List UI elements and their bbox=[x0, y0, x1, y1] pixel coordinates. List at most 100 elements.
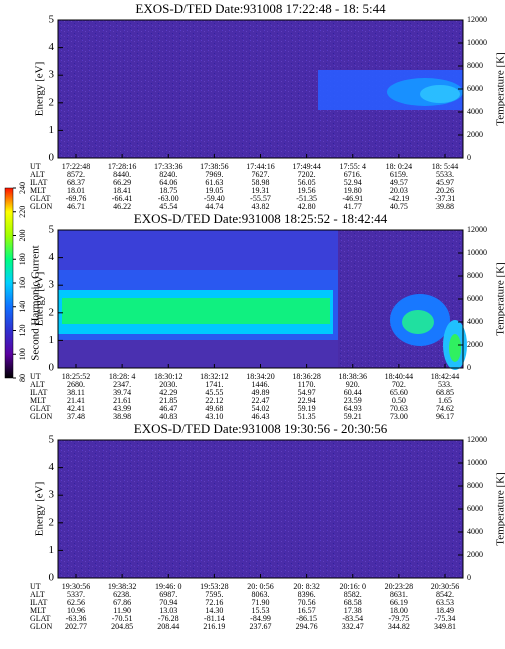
colorbar-tick-label: 180 bbox=[18, 253, 27, 265]
orbit-value: 59.21 bbox=[344, 412, 362, 421]
orbit-value: 17.38 bbox=[344, 606, 362, 615]
orbit-value: 17:49:44 bbox=[292, 162, 320, 171]
orbit-value: 20: 8:32 bbox=[293, 582, 319, 591]
orbit-value: 7595. bbox=[205, 590, 223, 599]
orbit-value: 8631. bbox=[390, 590, 408, 599]
orbit-value: 49.57 bbox=[390, 178, 408, 187]
orbit-value: 54.97 bbox=[298, 388, 316, 397]
y2-tick-label: 2000 bbox=[467, 130, 483, 139]
y2-tick-label: 10000 bbox=[467, 248, 487, 257]
y-tick-label: 3 bbox=[49, 489, 55, 501]
orbit-value: -84.99 bbox=[250, 614, 271, 623]
orbit-value: 73.00 bbox=[390, 412, 408, 421]
orbit-value: 18:25:52 bbox=[62, 372, 90, 381]
y-tick-label: 4 bbox=[49, 41, 55, 53]
orbit-value: 8542. bbox=[436, 590, 454, 599]
orbit-value: -76.28 bbox=[158, 614, 179, 623]
orbit-row-label: GLON bbox=[30, 412, 52, 421]
orbit-value: 702. bbox=[392, 380, 406, 389]
y-tick-label: 3 bbox=[49, 69, 55, 81]
colorbar-tick-label: 240 bbox=[18, 182, 27, 194]
y2-tick-label: 8000 bbox=[467, 61, 483, 70]
orbit-row-label: ILAT bbox=[30, 598, 47, 607]
orbit-value: 2030. bbox=[159, 380, 177, 389]
spectrogram-background bbox=[58, 440, 463, 578]
y2-tick-label: 8000 bbox=[467, 481, 483, 490]
colorbar-tick-label: 100 bbox=[18, 348, 27, 360]
orbit-value: 8572. bbox=[67, 170, 85, 179]
orbit-value: 18:38:36 bbox=[339, 372, 367, 381]
orbit-value: 1741. bbox=[205, 380, 223, 389]
orbit-value: 64.06 bbox=[159, 178, 177, 187]
y2-tick-label: 2000 bbox=[467, 550, 483, 559]
orbit-value: 6238. bbox=[113, 590, 131, 599]
y2-axis-label: Temperature [K] bbox=[495, 262, 505, 335]
orbit-value: 920. bbox=[346, 380, 360, 389]
orbit-value: 56.05 bbox=[298, 178, 316, 187]
orbit-value: -75.34 bbox=[435, 614, 456, 623]
orbit-value: 202.77 bbox=[65, 622, 87, 631]
orbit-value: 54.02 bbox=[252, 404, 270, 413]
orbit-value: 6716. bbox=[344, 170, 362, 179]
y-tick-label: 1 bbox=[49, 334, 55, 346]
orbit-value: 294.76 bbox=[296, 622, 318, 631]
orbit-value: 533. bbox=[438, 380, 452, 389]
orbit-value: 1.65 bbox=[438, 396, 452, 405]
colorbar bbox=[4, 187, 14, 379]
orbit-value: 8240. bbox=[159, 170, 177, 179]
orbit-value: 40.83 bbox=[159, 412, 177, 421]
orbit-value: 2680. bbox=[67, 380, 85, 389]
orbit-value: 7969. bbox=[205, 170, 223, 179]
y2-tick-label: 0 bbox=[467, 153, 471, 162]
y-tick-label: 0 bbox=[49, 572, 55, 584]
y-tick-label: 4 bbox=[49, 251, 55, 263]
orbit-value: 21.61 bbox=[113, 396, 131, 405]
orbit-value: 37.48 bbox=[67, 412, 85, 421]
y-tick-label: 0 bbox=[49, 152, 55, 164]
orbit-value: 20.26 bbox=[436, 186, 454, 195]
orbit-value: 46.43 bbox=[252, 412, 270, 421]
panel-title: EXOS-D/TED Date:931008 17:22:48 - 18: 5:… bbox=[135, 1, 386, 16]
orbit-value: 66.19 bbox=[390, 598, 408, 607]
orbit-value: 10.96 bbox=[67, 606, 85, 615]
orbit-value: 332.47 bbox=[342, 622, 364, 631]
y-tick-label: 3 bbox=[49, 279, 55, 291]
orbit-value: 43.82 bbox=[252, 202, 270, 211]
orbit-value: 42.41 bbox=[67, 404, 85, 413]
orbit-value: -79.75 bbox=[389, 614, 410, 623]
y2-tick-label: 6000 bbox=[467, 84, 483, 93]
orbit-value: 70.56 bbox=[298, 598, 316, 607]
orbit-value: 67.86 bbox=[113, 598, 131, 607]
orbit-value: 49.68 bbox=[205, 404, 223, 413]
y2-tick-label: 6000 bbox=[467, 294, 483, 303]
y2-axis-label: Temperature [K] bbox=[495, 472, 505, 545]
orbit-value: 16.57 bbox=[298, 606, 316, 615]
y2-tick-label: 6000 bbox=[467, 504, 483, 513]
orbit-value: 46.71 bbox=[67, 202, 85, 211]
orbit-value: 1170. bbox=[298, 380, 316, 389]
orbit-value: 237.67 bbox=[250, 622, 272, 631]
orbit-row-label: UT bbox=[30, 582, 41, 591]
orbit-row-label: UT bbox=[30, 372, 41, 381]
orbit-row-label: ALT bbox=[30, 590, 45, 599]
orbit-value: 19:46: 0 bbox=[155, 582, 181, 591]
y2-tick-label: 10000 bbox=[467, 38, 487, 47]
orbit-value: 68.85 bbox=[436, 388, 454, 397]
orbit-value: 17:22:48 bbox=[62, 162, 90, 171]
orbit-value: 66.29 bbox=[113, 178, 131, 187]
orbit-value: 41.77 bbox=[344, 202, 362, 211]
orbit-value: 96.17 bbox=[436, 412, 454, 421]
orbit-value: 208.44 bbox=[157, 622, 179, 631]
orbit-value: 8396. bbox=[298, 590, 316, 599]
orbit-value: 18.01 bbox=[67, 186, 85, 195]
orbit-value: 45.97 bbox=[436, 178, 454, 187]
orbit-value: 71.90 bbox=[252, 598, 270, 607]
orbit-value: 11.90 bbox=[113, 606, 131, 615]
orbit-value: 46.22 bbox=[113, 202, 131, 211]
orbit-value: 59.19 bbox=[298, 404, 316, 413]
orbit-value: 18.00 bbox=[390, 606, 408, 615]
orbit-value: 18: 0:24 bbox=[386, 162, 412, 171]
orbit-value: -63.36 bbox=[66, 614, 87, 623]
orbit-value: 68.58 bbox=[344, 598, 362, 607]
